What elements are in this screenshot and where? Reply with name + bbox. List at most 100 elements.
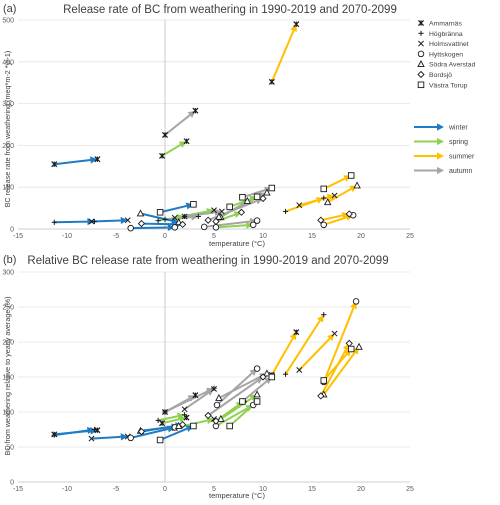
panel-a-xtick-label: 20: [357, 233, 365, 240]
panel-b-arrow-winter-holmsvattnet: [91, 433, 128, 441]
panel-a-point-bordsjo-winter-2070: [179, 220, 187, 229]
arrow-shaft: [242, 189, 266, 199]
arrow-shaft: [207, 200, 257, 222]
arrow-shaft: [141, 222, 176, 226]
marker-shape: [317, 216, 325, 224]
panel-a-plot: 0 100 200 300 400 500 -15 -10 -5 0 5 10 15 20 25: [2, 18, 414, 241]
panel-b-point-hogbranna-summer-2070: [321, 312, 327, 318]
arrow-shaft: [298, 196, 329, 207]
marker-shape: [212, 224, 220, 231]
legend-arrow-summer: [414, 152, 444, 160]
arrow-head: [326, 193, 335, 201]
marker-shape: [320, 221, 328, 229]
panel-a-arrow-spring-hyttskogen: [215, 221, 254, 229]
panel-a-point-hogbranna-winter-2070: [91, 218, 98, 225]
marker-shape: [171, 224, 179, 231]
marker-stroke: [181, 406, 188, 413]
panel-a-arrow-summer-holmsvattnet: [298, 193, 335, 207]
panel-a-ylabel: BC release rate from weathering (meq*m-2…: [3, 51, 12, 208]
marker-stroke: [124, 433, 131, 440]
panel-b-arrow-autumn-hogbranna: [164, 388, 214, 413]
panel-b-point-hogbranna-spring-2070: [182, 412, 188, 418]
panel-a-xtick-label: 0: [163, 233, 167, 240]
panel-b-xtick-label: -5: [113, 486, 119, 493]
arrow-shaft: [91, 435, 121, 440]
panel-a-arrow-winter-holmsvattnet: [91, 216, 128, 225]
arrow-shaft: [204, 220, 251, 228]
panel-a-point-holmsvattnet-winter-1990: [88, 218, 95, 225]
panel-b-point-vastra-torup-autumn-2070: [268, 373, 276, 381]
marker-shape: [263, 369, 271, 377]
arrow-head: [316, 314, 324, 323]
marker-shape: [190, 201, 197, 208]
legend-label-autumn: autumn: [449, 168, 472, 175]
panel-a-point-hyttskogen-autumn-2070: [253, 217, 261, 224]
panel-a-point-ammarnas-autumn-2070: [192, 107, 199, 114]
legend-marker-bordsjo: [417, 70, 425, 79]
panel-a-ytick-label: 500: [2, 18, 14, 25]
arrow-head: [87, 426, 95, 435]
panel-a-arrow-summer-bordsjo: [320, 211, 350, 222]
arrow-head: [290, 24, 297, 33]
panel-b-point-bordsjo-summer-1990: [317, 392, 325, 400]
panel-b-tag: (b): [3, 254, 16, 266]
marker-shape: [345, 210, 353, 218]
panel-a-point-hyttskogen-autumn-1990: [200, 223, 208, 231]
arrow-shaft: [184, 211, 216, 218]
marker-shape: [200, 223, 208, 231]
arrow-shaft: [164, 390, 209, 413]
panel-a-point-vastra-torup-spring-1990: [226, 203, 233, 211]
panel-b-point-bordsjo-winter-2070: [179, 420, 187, 429]
arrow-shaft: [207, 380, 258, 417]
arrow-head: [437, 166, 444, 175]
panel-b-ylabel: BC from weathering relative to yearly av…: [3, 297, 12, 456]
marker-shape: [417, 50, 425, 58]
panel-a-point-sodra-averstad-summer-1990: [323, 198, 332, 206]
marker-shape: [352, 298, 360, 305]
panel-b-title: Relative BC release rate from weathering…: [27, 255, 388, 267]
panel-b-markers: [51, 298, 363, 444]
arrow-shaft: [54, 429, 88, 437]
panel-b-title-main: Relative BC release rate from weathering: [27, 255, 237, 267]
marker-shape: [137, 427, 146, 436]
legend-label-winter: winter: [448, 125, 468, 132]
panel-b-xtick-label: 25: [406, 486, 414, 493]
arrow-shaft: [161, 418, 180, 425]
panel-a-point-ammarnas-spring-1990: [159, 152, 166, 159]
panel-b-point-vastra-torup-summer-2070: [347, 345, 355, 353]
marker-stroke: [181, 213, 188, 220]
panel-b-point-hyttskogen-autumn-1990: [213, 401, 221, 409]
panel-b-point-holmsvattnet-summer-2070: [331, 330, 338, 337]
legend-arrow-spring: [414, 137, 444, 146]
panel-b-point-vastra-torup-spring-1990: [226, 422, 233, 430]
panel-b-xtick-label: 15: [308, 486, 316, 493]
marker-shape: [243, 196, 252, 204]
marker-stroke: [331, 192, 338, 199]
panel-a-arrow-winter-hogbranna: [54, 218, 95, 226]
panel-b-ytick-label: 200: [2, 340, 14, 347]
panel-b-point-hyttskogen-summer-2070: [352, 298, 360, 305]
arrow-shaft: [218, 375, 262, 399]
panel-a-point-hyttskogen-winter-2070: [171, 224, 179, 231]
panel-b-ytick-label: 100: [2, 410, 14, 417]
marker-shape: [179, 420, 187, 429]
arrow-shaft: [164, 114, 191, 136]
panel-b-point-bordsjo-spring-1990: [212, 417, 220, 425]
marker-shape: [136, 209, 145, 217]
arrow-shaft: [215, 224, 247, 229]
marker-shape: [253, 390, 261, 398]
marker-shape: [127, 434, 134, 442]
arrow-shaft: [215, 407, 248, 427]
panel-b-arrow-summer-holmsvattnet: [298, 333, 335, 371]
panel-a-arrow-summer-ammarnas: [270, 24, 297, 83]
marker-shape: [347, 172, 355, 179]
marker-stroke: [418, 40, 424, 47]
panel-b-arrow-summer-hogbranna: [284, 314, 324, 375]
legend: Ammarnäs Högbränna Holmsvattnet Hyttskogen S…: [414, 19, 476, 175]
panel-b-point-ammarnas-spring-1990: [159, 420, 166, 427]
arrow-shaft: [284, 320, 321, 375]
arrow-shaft: [130, 428, 169, 439]
marker-shape: [253, 193, 261, 201]
marker-shape: [259, 194, 267, 203]
panel-a-point-bordsjo-summer-1990: [317, 216, 325, 224]
